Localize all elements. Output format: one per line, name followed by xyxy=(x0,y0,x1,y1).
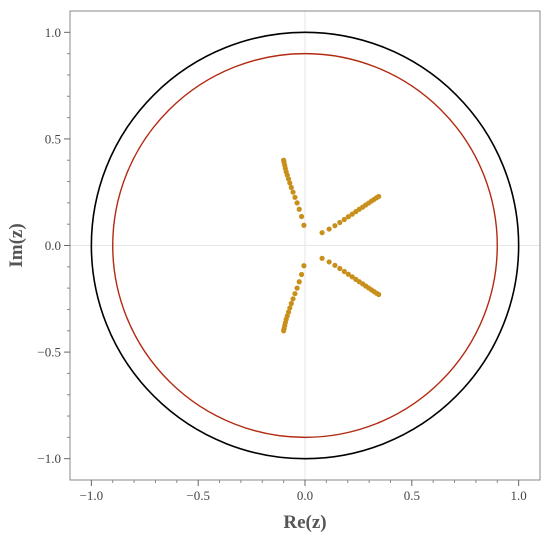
data-point xyxy=(319,255,325,261)
scatter-points xyxy=(281,157,382,334)
data-point xyxy=(353,209,359,215)
data-point xyxy=(285,309,292,315)
data-point xyxy=(294,200,300,206)
x-tick-label: 1.0 xyxy=(511,488,527,503)
data-point xyxy=(294,285,300,291)
data-point xyxy=(326,226,332,232)
data-point xyxy=(290,296,296,302)
y-tick-label: −0.5 xyxy=(37,345,61,360)
data-point xyxy=(287,305,293,311)
data-point xyxy=(298,271,305,278)
data-point xyxy=(288,300,294,307)
zero-grid-lines xyxy=(70,11,540,480)
data-point xyxy=(292,194,298,200)
data-point xyxy=(319,230,325,236)
data-point xyxy=(301,222,307,228)
y-axis-ticks: 1.0 0.5 0.0 −0.5 −1.0 xyxy=(37,25,70,466)
x-axis-ticks: −1.0 −0.5 0.0 0.5 1.0 xyxy=(80,480,527,503)
data-point xyxy=(349,211,355,217)
circle-curves xyxy=(90,31,520,460)
data-point xyxy=(353,276,359,282)
data-point xyxy=(296,206,302,212)
x-axis-title: Re(z) xyxy=(283,512,326,533)
data-point xyxy=(301,263,307,269)
data-point xyxy=(298,213,305,220)
data-point xyxy=(288,184,294,191)
data-point xyxy=(345,271,351,277)
data-point xyxy=(341,216,347,223)
data-point xyxy=(341,268,347,275)
data-point xyxy=(345,214,351,220)
y-tick-label: 1.0 xyxy=(45,25,61,40)
x-tick-label: −0.5 xyxy=(186,488,210,503)
data-point xyxy=(292,291,298,297)
x-tick-label: 0.5 xyxy=(404,488,420,503)
circle-curve-0 xyxy=(90,31,520,460)
data-point xyxy=(337,265,343,272)
data-point xyxy=(287,180,293,186)
x-tick-label: 0.0 xyxy=(297,488,313,503)
data-point xyxy=(290,189,296,195)
y-tick-label: 0.0 xyxy=(45,238,61,253)
y-tick-label: 0.5 xyxy=(45,131,61,146)
data-point xyxy=(337,219,343,226)
y-axis-title: Im(z) xyxy=(6,223,27,267)
data-point xyxy=(349,274,355,280)
x-tick-label: −1.0 xyxy=(80,488,104,503)
data-point xyxy=(285,176,292,182)
data-point xyxy=(332,262,338,268)
data-point xyxy=(296,279,302,285)
data-point xyxy=(326,259,332,265)
circle-curve-1 xyxy=(112,52,498,439)
y-tick-label: −1.0 xyxy=(37,451,61,466)
data-point xyxy=(332,223,338,229)
